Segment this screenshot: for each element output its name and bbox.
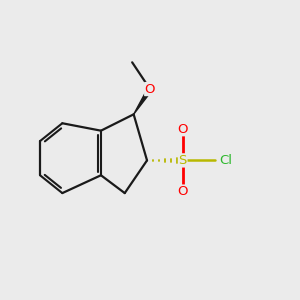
Text: S: S — [178, 154, 187, 167]
Text: O: O — [145, 82, 155, 96]
Text: O: O — [177, 123, 188, 136]
Polygon shape — [134, 88, 152, 114]
Text: O: O — [177, 185, 188, 198]
Text: Cl: Cl — [219, 154, 232, 167]
